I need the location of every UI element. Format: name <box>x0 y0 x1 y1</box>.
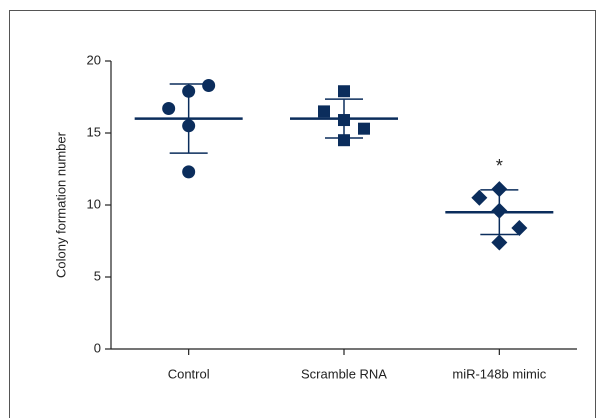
x-tick-label: miR-148b mimic <box>452 366 546 381</box>
point <box>338 134 350 147</box>
point <box>162 102 176 116</box>
y-axis-title: Colony formation number <box>53 131 68 278</box>
x-tick-label: Scramble RNA <box>301 366 387 381</box>
x-tick-label: Control <box>168 366 210 381</box>
y-tick-label: 0 <box>94 340 101 355</box>
point <box>491 202 508 219</box>
y-tick-label: 5 <box>94 268 101 283</box>
point <box>202 78 216 92</box>
point <box>491 181 508 198</box>
significance-mark: * <box>496 156 503 176</box>
frame <box>9 10 596 418</box>
y-tick-label: 10 <box>87 196 101 211</box>
point <box>358 122 370 135</box>
point <box>182 84 196 98</box>
point <box>182 165 196 179</box>
point <box>491 234 508 251</box>
point <box>338 114 350 127</box>
point <box>511 220 528 237</box>
y-tick-label: 20 <box>87 52 101 67</box>
point <box>182 119 196 133</box>
point <box>338 85 350 98</box>
y-tick-label: 15 <box>87 124 101 139</box>
point <box>318 105 330 118</box>
point <box>471 189 488 206</box>
